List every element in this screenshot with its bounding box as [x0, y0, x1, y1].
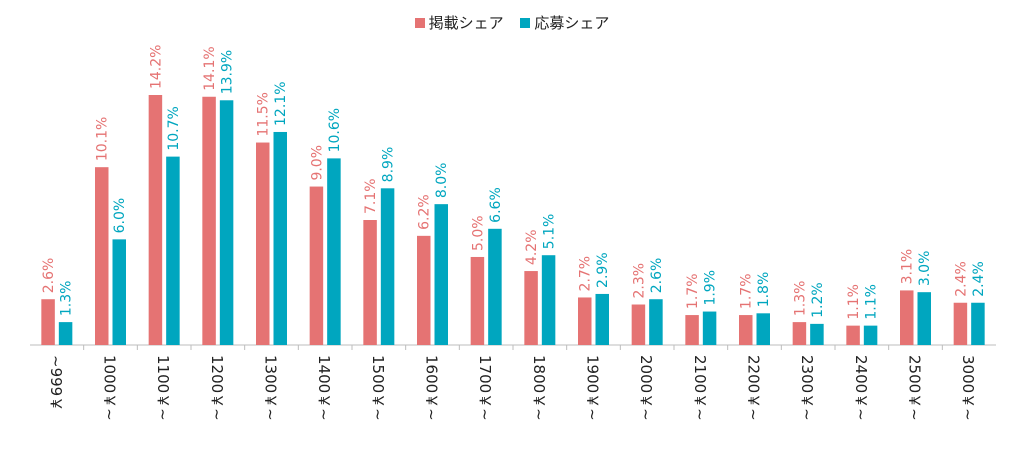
data-label: 1.3% [792, 281, 808, 317]
bar-listing-share [846, 325, 860, 345]
bar-listing-share [900, 290, 914, 345]
data-label: 8.9% [381, 147, 397, 183]
bar-listing-share [524, 271, 538, 345]
bar-listing-share [739, 315, 753, 345]
data-label: 2.6% [649, 258, 665, 294]
category-tick-label: 1100￥~ [154, 355, 172, 421]
category-tick-label: 1000￥~ [101, 355, 119, 421]
data-label: 1.7% [685, 273, 701, 309]
bar-application-share [863, 325, 878, 345]
bar-listing-share [631, 304, 646, 345]
data-label: 2.9% [595, 252, 611, 288]
bar-listing-share [792, 322, 807, 345]
data-label: 1.1% [864, 284, 880, 320]
category-tick-label: 3000￥~ [959, 355, 977, 421]
data-label: 12.1% [273, 81, 289, 125]
data-label: 1.3% [59, 281, 75, 317]
data-label: 6.2% [417, 194, 433, 230]
category-tick-label: 1700￥~ [476, 355, 494, 421]
data-label: 14.1% [202, 46, 218, 90]
bar-application-share [58, 322, 73, 345]
data-label: 6.6% [488, 187, 504, 223]
bar-application-share [810, 323, 824, 345]
data-label: 1.2% [810, 282, 826, 318]
bar-listing-share [417, 235, 431, 345]
data-label: 5.1% [542, 214, 558, 250]
bar-application-share [219, 100, 234, 345]
bar-listing-share [148, 95, 163, 345]
legend-label-application-share: 応募シェア [534, 14, 610, 32]
bar-application-share [595, 293, 609, 345]
data-label: 8.0% [434, 163, 450, 199]
data-label: 14.2% [148, 45, 164, 89]
bar-application-share [166, 156, 180, 345]
bar-application-share [112, 239, 126, 345]
bar-application-share [649, 299, 663, 345]
bar-application-share [971, 302, 985, 345]
bar-listing-share [95, 167, 109, 345]
data-label: 4.2% [524, 229, 540, 265]
data-label: 10.1% [95, 117, 111, 161]
category-tick-label: 1600￥~ [423, 355, 441, 421]
category-tick-label: 2200￥~ [745, 355, 763, 421]
data-label: 1.1% [846, 284, 862, 320]
data-label: 1.9% [703, 270, 719, 306]
bar-application-share [327, 158, 341, 345]
bar-listing-share [309, 186, 324, 345]
data-label: 2.3% [631, 263, 647, 299]
legend-item-application-share: 応募シェア [520, 12, 609, 33]
data-label: 2.4% [971, 261, 987, 297]
legend: 掲載シェア 応募シェア [0, 12, 1024, 33]
data-label: 2.6% [41, 258, 57, 294]
data-label: 9.0% [309, 145, 325, 181]
legend-item-listing-share: 掲載シェア [414, 12, 504, 33]
bar-listing-share [256, 142, 270, 345]
data-label: 5.0% [470, 215, 486, 251]
bar-listing-share [202, 96, 216, 346]
data-label: 1.8% [756, 272, 772, 308]
legend-swatch-listing-share [414, 17, 425, 28]
data-label: 2.7% [578, 256, 594, 292]
category-tick-label: ~999￥ [47, 355, 65, 411]
bar-application-share [917, 292, 931, 345]
category-tick-label: 1800￥~ [530, 355, 548, 421]
bar-application-share [702, 311, 717, 345]
data-label: 10.6% [327, 108, 343, 152]
data-label: 13.9% [220, 50, 236, 94]
bar-listing-share [578, 297, 592, 345]
category-tick-label: 1300￥~ [262, 355, 280, 421]
bar-listing-share [470, 256, 485, 345]
bar-application-share [380, 188, 395, 345]
legend-label-listing-share: 掲載シェア [428, 14, 504, 32]
bar-listing-share [363, 220, 377, 345]
bar-application-share [756, 313, 770, 345]
category-tick-label: 2300￥~ [798, 355, 816, 421]
data-label: 7.1% [363, 178, 379, 214]
category-tick-label: 2500￥~ [906, 355, 924, 421]
data-label: 10.7% [166, 106, 182, 150]
category-tick-label: 1900￥~ [584, 355, 602, 421]
data-label: 11.5% [256, 92, 272, 136]
category-tick-label: 2400￥~ [852, 355, 870, 421]
data-label: 2.4% [953, 261, 969, 297]
data-label: 6.0% [112, 198, 128, 234]
legend-swatch-application-share [520, 17, 531, 28]
bar-application-share [434, 204, 448, 345]
category-tick-label: 2000￥~ [637, 355, 655, 421]
data-label: 3.1% [900, 249, 916, 285]
bar-application-share [541, 255, 556, 345]
data-label: 1.7% [739, 273, 755, 309]
bar-listing-share [685, 315, 699, 345]
bar-application-share [488, 228, 502, 345]
category-tick-label: 1500￥~ [369, 355, 387, 421]
category-tick-label: 1400￥~ [315, 355, 333, 421]
bar-application-share [273, 131, 287, 345]
bar-listing-share [953, 302, 968, 345]
category-tick-label: 1200￥~ [208, 355, 226, 421]
bar-listing-share [41, 299, 55, 345]
data-label: 3.0% [917, 251, 933, 287]
category-tick-label: 2100￥~ [691, 355, 709, 421]
